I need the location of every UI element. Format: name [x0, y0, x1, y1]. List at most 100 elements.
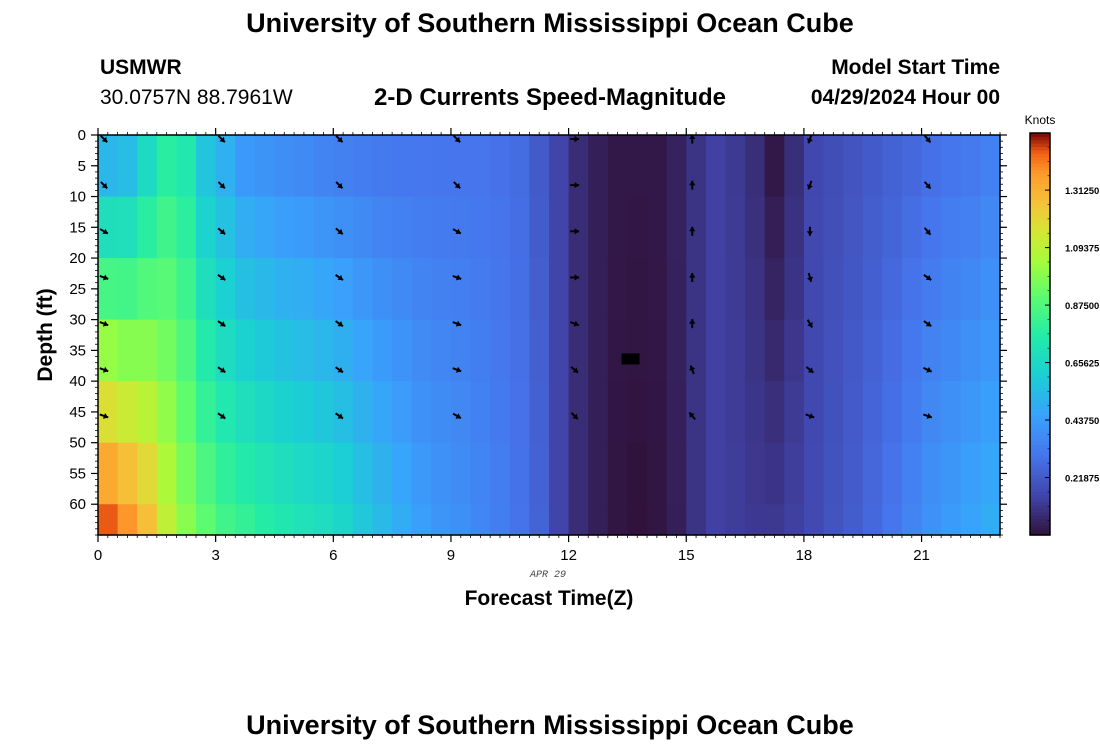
heatmap-cell [901, 319, 923, 382]
heatmap-cell [117, 196, 138, 259]
current-vector-arrow [805, 366, 815, 374]
heatmap-cell [607, 135, 629, 198]
current-vector-arrow [453, 135, 461, 143]
heatmap-cell [901, 135, 923, 198]
current-vector-arrow [217, 181, 226, 190]
heatmap-cell [450, 135, 472, 198]
current-vector-arrow [452, 412, 462, 420]
heatmap-cell [803, 442, 825, 505]
heatmap-cell [941, 442, 962, 505]
heatmap-cell [490, 442, 511, 505]
current-vector-arrow [335, 320, 344, 328]
heatmap-cell [921, 442, 942, 505]
heatmap-cell [333, 504, 354, 536]
heatmap-cell [117, 135, 138, 198]
current-vector-arrow [807, 134, 813, 144]
heatmap-cell [450, 258, 472, 321]
current-vector-arrow [217, 227, 226, 235]
current-vector-arrow [100, 181, 108, 190]
heatmap-cell [431, 135, 452, 198]
heatmap-cell [686, 196, 707, 259]
heatmap-cell [176, 381, 197, 444]
heatmap-cell [137, 381, 158, 444]
heatmap-cell [960, 504, 981, 536]
heatmap-cell [274, 258, 295, 321]
y-tick-label: 45 [69, 404, 86, 421]
heatmap-cell [745, 196, 766, 259]
heatmap-cell [392, 135, 413, 198]
heatmap-cell [901, 196, 923, 259]
heatmap-cell [529, 196, 550, 259]
current-vector-arrow [807, 180, 813, 190]
heatmap-cell [921, 135, 942, 198]
heatmap-cell [921, 504, 942, 536]
current-vector-arrow [335, 366, 344, 374]
heatmap-cell [843, 504, 864, 536]
current-vector-arrow [689, 226, 696, 236]
heatmap-cell [372, 381, 393, 444]
heatmap-cell [568, 504, 589, 536]
heatmap-cell [784, 135, 805, 198]
current-vector-arrow [806, 272, 813, 283]
heatmap-cell [588, 258, 609, 321]
heatmap-cell [960, 196, 981, 259]
heatmap-cell [235, 135, 256, 198]
heatmap-cell [509, 504, 530, 536]
colorbar-tick-label: 0.43750 [1065, 416, 1099, 427]
heatmap-cell [941, 135, 962, 198]
current-vector-arrow [217, 274, 226, 281]
heatmap-cell [137, 135, 158, 198]
heatmap-cell [509, 442, 530, 505]
heatmap-cell [784, 258, 805, 321]
y-tick-label: 25 [69, 281, 86, 298]
heatmap-cell [431, 319, 452, 382]
heatmap-cell [274, 381, 295, 444]
heatmap-cell [980, 135, 1001, 198]
current-vector-arrow [570, 320, 580, 327]
heatmap-cell [98, 135, 119, 198]
current-vector-arrow [217, 135, 226, 143]
heatmap-cell [862, 381, 883, 444]
heatmap-cell [352, 442, 374, 505]
current-vector-arrow [570, 412, 579, 420]
heatmap-cell [450, 504, 472, 536]
heatmap-cell [745, 442, 766, 505]
heatmap-cell [313, 442, 334, 505]
y-tick-label: 5 [78, 158, 86, 175]
heatmap-cell [960, 258, 981, 321]
heatmap-cell [764, 319, 785, 382]
heatmap-cell [215, 196, 236, 259]
heatmap-cell [549, 504, 570, 536]
heatmap-cell [764, 504, 785, 536]
heatmap-cell [294, 442, 315, 505]
current-vector-arrow [570, 135, 580, 143]
y-tick-label: 10 [69, 189, 86, 206]
y-tick-label: 0 [78, 127, 86, 144]
heatmap-cell [450, 196, 472, 259]
heatmap-cell [235, 258, 256, 321]
heatmap-cell [254, 504, 276, 536]
x-tick-label: 15 [678, 547, 695, 564]
plot-axes: 0 3 6 9 12 15 18 21 0 5 10 15 20 25 30 35 40 45 50 55 60 Fore… [34, 127, 1007, 610]
heatmap-cell [313, 504, 334, 536]
heatmap-cell [666, 381, 687, 444]
x-tick-label: 6 [329, 547, 337, 564]
heatmap-cell [921, 381, 942, 444]
heatmap-cell [274, 196, 295, 259]
heatmap-cells [98, 135, 1001, 536]
current-vector-arrow [335, 181, 344, 190]
heatmap-cell [431, 196, 452, 259]
heatmap-cell [960, 319, 981, 382]
heatmap-cell [803, 135, 825, 198]
heatmap-cell [372, 196, 393, 259]
heatmap-cell [607, 381, 629, 444]
heatmap-cell [529, 442, 550, 505]
heatmap-cell [901, 381, 923, 444]
colorbar-label: Knots [1025, 113, 1056, 127]
heatmap-cell [705, 196, 727, 259]
current-vector-arrow [805, 413, 815, 419]
heatmap-cell [254, 258, 276, 321]
heatmap-cell [235, 196, 256, 259]
heatmap-cell [803, 258, 825, 321]
heatmap-cell [882, 135, 903, 198]
